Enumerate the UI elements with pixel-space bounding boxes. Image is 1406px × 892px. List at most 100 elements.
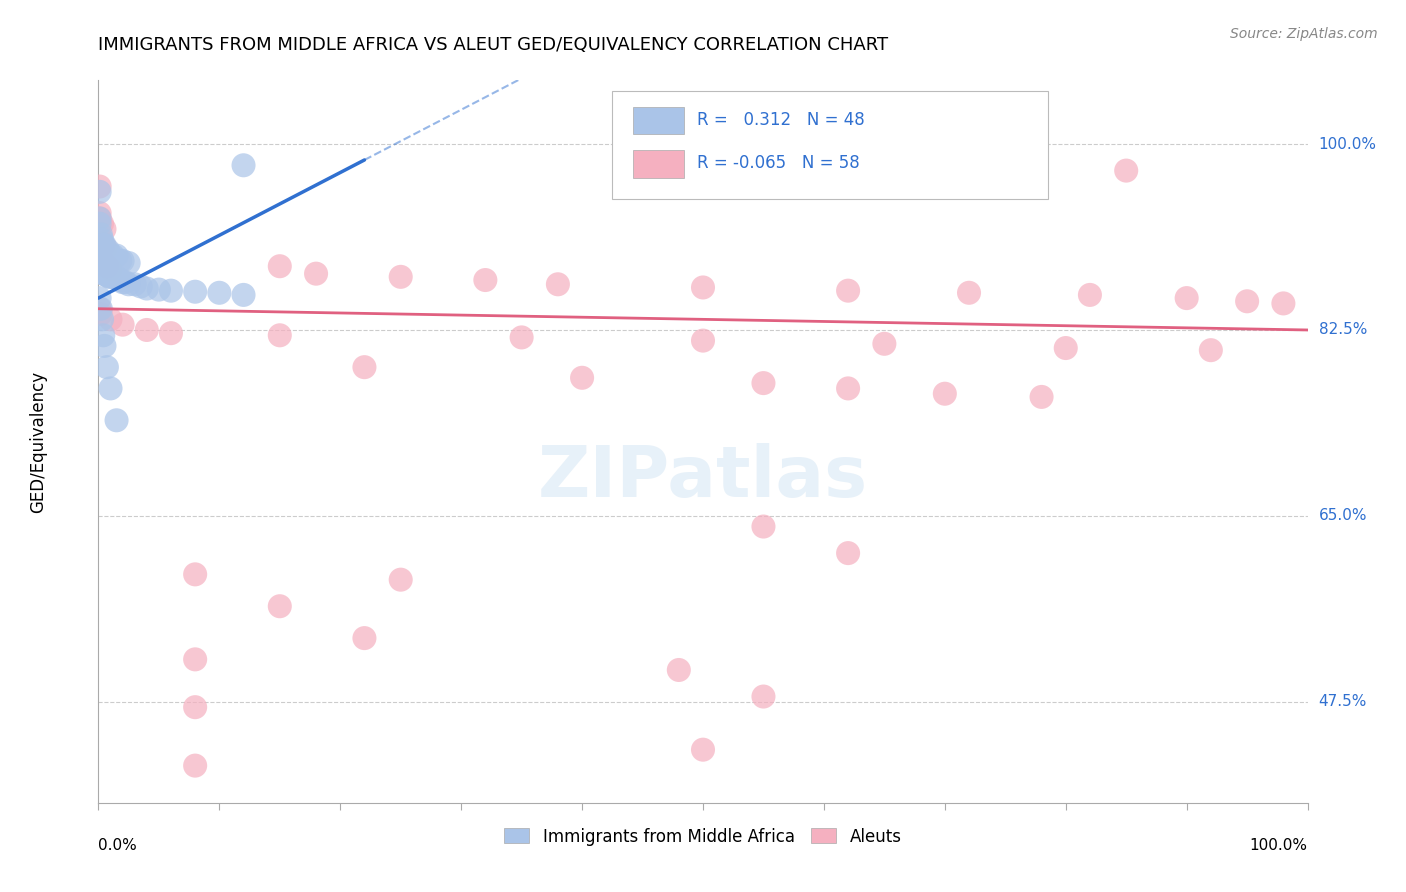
Point [100, 381, 122, 395]
Point [100, 262, 122, 277]
Text: 65.0%: 65.0% [1319, 508, 1367, 524]
Point [184, 652, 207, 666]
Point [1078, 288, 1101, 302]
Text: GED/Equivalency: GED/Equivalency [30, 370, 46, 513]
Point [873, 336, 896, 351]
Text: R =   0.312   N = 48: R = 0.312 N = 48 [697, 111, 865, 129]
Point [389, 269, 412, 284]
Point [90, 301, 112, 316]
Point [353, 631, 375, 645]
Text: 82.5%: 82.5% [1319, 323, 1367, 337]
Point [160, 284, 183, 298]
Point [692, 334, 714, 348]
Point [934, 386, 956, 401]
Point [89, 301, 111, 316]
Point [91, 217, 114, 231]
Point [105, 413, 128, 427]
Point [148, 283, 170, 297]
Text: 47.5%: 47.5% [1319, 694, 1367, 709]
Point [96, 360, 118, 375]
Point [208, 285, 231, 300]
Point [108, 273, 131, 287]
Point [752, 376, 775, 390]
Point [353, 360, 375, 375]
Point [118, 277, 141, 292]
Point [389, 573, 412, 587]
Text: Source: ZipAtlas.com: Source: ZipAtlas.com [1230, 27, 1378, 41]
Point [91, 233, 114, 247]
Point [111, 254, 134, 268]
Point [232, 158, 254, 172]
Point [89, 206, 111, 220]
Point [89, 233, 111, 247]
Point [111, 275, 134, 289]
Point [474, 273, 496, 287]
Point [90, 235, 112, 249]
Point [184, 285, 207, 299]
Point [124, 277, 146, 292]
Point [93, 238, 115, 252]
Point [547, 277, 569, 292]
Point [97, 268, 120, 283]
Text: R = -0.065   N = 58: R = -0.065 N = 58 [697, 154, 859, 172]
Point [91, 238, 114, 252]
Point [692, 280, 714, 294]
Legend: Immigrants from Middle Africa, Aleuts: Immigrants from Middle Africa, Aleuts [498, 821, 908, 852]
Point [1115, 163, 1137, 178]
Text: 100.0%: 100.0% [1319, 136, 1376, 152]
Point [93, 222, 115, 236]
Point [184, 758, 207, 772]
Point [269, 328, 291, 343]
Point [752, 690, 775, 704]
Point [97, 244, 120, 258]
Point [91, 264, 114, 278]
FancyBboxPatch shape [613, 91, 1047, 200]
Point [105, 271, 128, 285]
Point [101, 249, 124, 263]
Point [91, 328, 114, 343]
Point [108, 254, 131, 268]
Point [89, 211, 111, 226]
Point [90, 307, 112, 321]
Point [1236, 294, 1258, 309]
Point [89, 185, 111, 199]
Point [96, 268, 118, 282]
Text: 100.0%: 100.0% [1250, 838, 1308, 853]
Text: ZIPatlas: ZIPatlas [538, 443, 868, 512]
Point [93, 339, 115, 353]
Point [184, 567, 207, 582]
Point [269, 599, 291, 614]
Point [510, 330, 533, 344]
Point [957, 285, 980, 300]
Point [91, 238, 114, 252]
Point [90, 227, 112, 242]
Point [1031, 390, 1053, 404]
Point [90, 261, 112, 276]
Point [305, 267, 328, 281]
Point [91, 267, 114, 281]
Point [89, 211, 111, 226]
Point [93, 257, 115, 271]
Point [91, 254, 114, 268]
FancyBboxPatch shape [633, 107, 683, 135]
Point [91, 312, 114, 326]
Point [89, 179, 111, 194]
Point [100, 269, 122, 284]
Point [94, 268, 117, 282]
Point [668, 663, 690, 677]
Point [232, 288, 254, 302]
Point [105, 249, 128, 263]
Point [89, 259, 111, 273]
Point [160, 326, 183, 341]
Point [101, 269, 124, 284]
Point [269, 259, 291, 273]
Point [90, 252, 112, 266]
Point [135, 323, 157, 337]
Point [1175, 291, 1198, 305]
Point [114, 275, 136, 289]
Point [89, 291, 111, 305]
Point [94, 241, 117, 255]
Point [118, 256, 141, 270]
Point [129, 279, 152, 293]
Text: 0.0%: 0.0% [98, 838, 138, 853]
